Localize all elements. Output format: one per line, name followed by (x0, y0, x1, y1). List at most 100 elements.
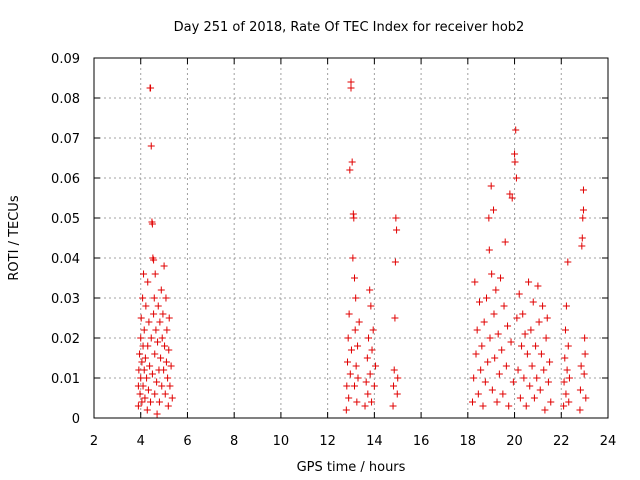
data-point (534, 282, 542, 290)
data-point (477, 366, 485, 374)
data-point (546, 358, 554, 366)
data-point (145, 318, 153, 326)
data-point (483, 294, 491, 302)
data-point (488, 270, 496, 278)
data-point (394, 374, 402, 382)
data-point (521, 330, 529, 338)
data-point (578, 234, 586, 242)
data-point (343, 358, 351, 366)
data-point (512, 174, 520, 182)
data-point (564, 258, 572, 266)
y-tick-label: 0 (72, 412, 80, 427)
x-tick-label: 10 (273, 434, 290, 449)
x-axis-label: GPS time / hours (297, 460, 406, 475)
data-point (582, 394, 590, 402)
data-point (344, 334, 352, 342)
data-point (140, 366, 148, 374)
data-point (151, 270, 159, 278)
data-point (506, 190, 514, 198)
data-point (525, 278, 533, 286)
data-point (494, 330, 502, 338)
data-point (497, 274, 505, 282)
x-tick-label: 12 (319, 434, 336, 449)
data-point (151, 350, 159, 358)
data-point (560, 402, 568, 410)
data-point (153, 378, 161, 386)
y-tick-label: 0.02 (51, 332, 80, 347)
x-tick-label: 2 (90, 434, 98, 449)
data-point (139, 382, 147, 390)
data-point (392, 214, 400, 222)
data-point (576, 406, 584, 414)
y-tick-label: 0.03 (51, 292, 80, 307)
data-point (353, 398, 361, 406)
data-point (154, 338, 162, 346)
y-tick-label: 0.08 (51, 92, 80, 107)
data-point (354, 342, 362, 350)
data-point (368, 346, 376, 354)
data-point (481, 378, 489, 386)
data-point (536, 386, 544, 394)
data-point (146, 362, 154, 370)
data-point (150, 310, 158, 318)
data-point (366, 370, 374, 378)
x-tick-label: 6 (183, 434, 191, 449)
data-point (522, 402, 530, 410)
data-point (562, 390, 570, 398)
data-point (165, 314, 173, 322)
data-point (579, 206, 587, 214)
data-point (490, 206, 498, 214)
data-point (508, 194, 516, 202)
data-point (351, 274, 359, 282)
data-point (391, 258, 399, 266)
data-point (352, 294, 360, 302)
data-point (161, 342, 169, 350)
data-point (515, 290, 523, 298)
data-point (514, 366, 522, 374)
data-point (468, 398, 476, 406)
data-point (544, 378, 552, 386)
data-point (138, 398, 146, 406)
data-point (140, 270, 148, 278)
data-point (393, 226, 401, 234)
data-point (391, 314, 399, 322)
data-point (476, 298, 483, 306)
data-point (480, 318, 488, 326)
axis-ticks (93, 57, 609, 419)
data-point (351, 326, 359, 334)
data-point (150, 294, 158, 302)
x-tick-label: 18 (460, 434, 477, 449)
data-point (355, 318, 363, 326)
data-point (162, 358, 170, 366)
data-point (474, 390, 482, 398)
data-point (471, 278, 479, 286)
data-point (139, 294, 147, 302)
data-point (540, 366, 548, 374)
x-tick-label: 16 (413, 434, 430, 449)
data-point (153, 410, 161, 418)
data-point (348, 158, 356, 166)
data-point (158, 382, 166, 390)
data-point (543, 314, 551, 322)
data-point (562, 302, 570, 310)
data-point (547, 398, 555, 406)
data-point (561, 354, 569, 362)
y-axis-label: ROTI / TECUs (7, 195, 22, 280)
data-point (349, 254, 357, 262)
data-point (473, 326, 481, 334)
data-point (167, 362, 175, 370)
data-point (368, 398, 376, 406)
data-point (134, 402, 142, 410)
data-point (518, 342, 526, 350)
data-point (342, 406, 350, 414)
data-point (499, 390, 507, 398)
data-point (144, 278, 152, 286)
data-point (366, 286, 374, 294)
data-point (493, 398, 501, 406)
data-point (162, 294, 170, 302)
data-point (354, 374, 362, 382)
data-point (370, 382, 378, 390)
data-point (156, 318, 164, 326)
data-point (365, 334, 373, 342)
